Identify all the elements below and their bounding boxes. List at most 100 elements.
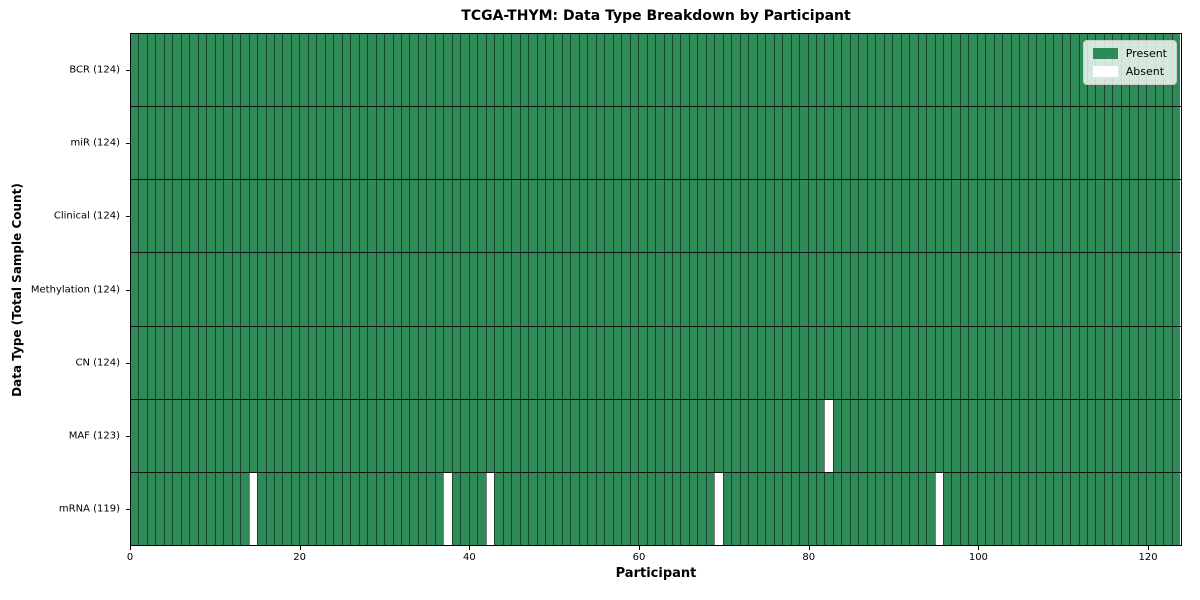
heatmap-cell-present bbox=[341, 34, 351, 107]
heatmap-cell-present bbox=[799, 326, 808, 399]
heatmap-cell-present bbox=[612, 253, 622, 326]
heatmap-cell-present bbox=[519, 399, 529, 472]
heatmap-cell-present bbox=[765, 472, 774, 545]
heatmap-cell-present bbox=[587, 34, 596, 107]
x-tick-label-60: 60 bbox=[632, 552, 646, 563]
heatmap-row-miR bbox=[131, 106, 1181, 180]
heatmap-cell-present bbox=[909, 399, 918, 472]
heatmap-cell-present bbox=[570, 34, 579, 107]
heatmap-cell-present bbox=[290, 472, 300, 545]
heatmap-cell-present bbox=[434, 472, 444, 545]
heatmap-cell-present bbox=[1002, 472, 1011, 545]
heatmap-cell-present bbox=[612, 34, 622, 107]
heatmap-cell-present bbox=[900, 34, 910, 107]
x-tick-label-80: 80 bbox=[802, 552, 816, 563]
heatmap-cell-present bbox=[841, 180, 850, 253]
heatmap-cell-present bbox=[197, 34, 207, 107]
heatmap-cell-present bbox=[502, 107, 512, 180]
heatmap-cell-present bbox=[367, 107, 376, 180]
heatmap-cell-present bbox=[578, 399, 588, 472]
heatmap-cell-present bbox=[1163, 107, 1172, 180]
heatmap-cell-present bbox=[570, 180, 579, 253]
heatmap-cell-present bbox=[273, 107, 283, 180]
heatmap-cell-present bbox=[502, 180, 512, 253]
heatmap-cell-present bbox=[451, 107, 461, 180]
heatmap-cell-present bbox=[1027, 107, 1037, 180]
heatmap-cell-present bbox=[1036, 253, 1045, 326]
heatmap-cell-present bbox=[180, 326, 190, 399]
heatmap-cell-present bbox=[773, 326, 783, 399]
heatmap-cell-present bbox=[773, 34, 783, 107]
x-axis-title: Participant bbox=[615, 566, 697, 581]
x-tick-mark bbox=[978, 546, 980, 550]
heatmap-cell-present bbox=[595, 326, 605, 399]
heatmap-row-Clinical bbox=[131, 179, 1181, 253]
heatmap-cell-present bbox=[468, 180, 478, 253]
heatmap-cell-present bbox=[341, 399, 351, 472]
heatmap-cell-present bbox=[976, 107, 986, 180]
heatmap-cell-present bbox=[1137, 472, 1147, 545]
heatmap-cell-present bbox=[240, 326, 249, 399]
heatmap-cell-present bbox=[799, 180, 808, 253]
heatmap-cell-present bbox=[951, 326, 960, 399]
heatmap-cell-present bbox=[985, 180, 994, 253]
heatmap-cell-present bbox=[333, 472, 342, 545]
heatmap-cell-present bbox=[426, 326, 435, 399]
heatmap-cell-present bbox=[189, 180, 198, 253]
heatmap-cell-present bbox=[849, 399, 859, 472]
heatmap-cell-present bbox=[146, 253, 156, 326]
heatmap-cell-present bbox=[206, 472, 215, 545]
heatmap-cell-present bbox=[722, 107, 732, 180]
heatmap-cell-present bbox=[485, 399, 495, 472]
heatmap-cell-present bbox=[587, 399, 596, 472]
heatmap-cell-present bbox=[172, 399, 181, 472]
heatmap-cell-present bbox=[131, 399, 139, 472]
heatmap-cell-present bbox=[790, 180, 800, 253]
heatmap-cell-present bbox=[189, 34, 198, 107]
y-tick-mark bbox=[126, 69, 130, 71]
heatmap-cell-present bbox=[638, 34, 647, 107]
heatmap-cell-present bbox=[307, 399, 317, 472]
heatmap-cell-present bbox=[680, 399, 689, 472]
heatmap-cell-present bbox=[917, 472, 927, 545]
heatmap-cell-present bbox=[1036, 399, 1045, 472]
heatmap-cell-present bbox=[214, 399, 224, 472]
heatmap-cell-present bbox=[180, 399, 190, 472]
heatmap-cell-absent bbox=[824, 399, 833, 472]
heatmap-cell-present bbox=[460, 472, 469, 545]
heatmap-cell-present bbox=[824, 326, 833, 399]
heatmap-cell-present bbox=[392, 180, 401, 253]
heatmap-cell-present bbox=[401, 326, 410, 399]
heatmap-cell-present bbox=[993, 326, 1003, 399]
heatmap-cell-present bbox=[976, 180, 986, 253]
heatmap-cell-present bbox=[257, 399, 266, 472]
heatmap-cell-present bbox=[451, 180, 461, 253]
heatmap-cell-present bbox=[511, 180, 520, 253]
heatmap-cell-present bbox=[612, 399, 622, 472]
heatmap-cell-present bbox=[138, 472, 147, 545]
heatmap-cell-present bbox=[790, 472, 800, 545]
heatmap-cell-present bbox=[460, 326, 469, 399]
heatmap-cell-present bbox=[985, 472, 994, 545]
heatmap-cell-present bbox=[1019, 472, 1028, 545]
heatmap-cell-present bbox=[426, 253, 435, 326]
heatmap-cell-present bbox=[629, 107, 639, 180]
heatmap-cell-present bbox=[934, 399, 943, 472]
heatmap-cell-present bbox=[570, 107, 579, 180]
heatmap-cell-present bbox=[180, 180, 190, 253]
heatmap-cell-present bbox=[401, 472, 410, 545]
heatmap-row-BCR bbox=[131, 34, 1181, 107]
heatmap-cell-present bbox=[849, 34, 859, 107]
heatmap-cell-present bbox=[197, 107, 207, 180]
x-tick-mark bbox=[469, 546, 471, 550]
heatmap-cell-present bbox=[926, 399, 935, 472]
heatmap-cell-present bbox=[968, 326, 977, 399]
heatmap-cell-present bbox=[248, 399, 258, 472]
heatmap-cell-present bbox=[384, 107, 393, 180]
heatmap-cell-present bbox=[892, 180, 901, 253]
heatmap-cell-present bbox=[214, 107, 224, 180]
heatmap-cell-present bbox=[782, 399, 791, 472]
heatmap-cell-present bbox=[790, 253, 800, 326]
heatmap-cell-present bbox=[333, 180, 342, 253]
heatmap-cell-present bbox=[790, 107, 800, 180]
